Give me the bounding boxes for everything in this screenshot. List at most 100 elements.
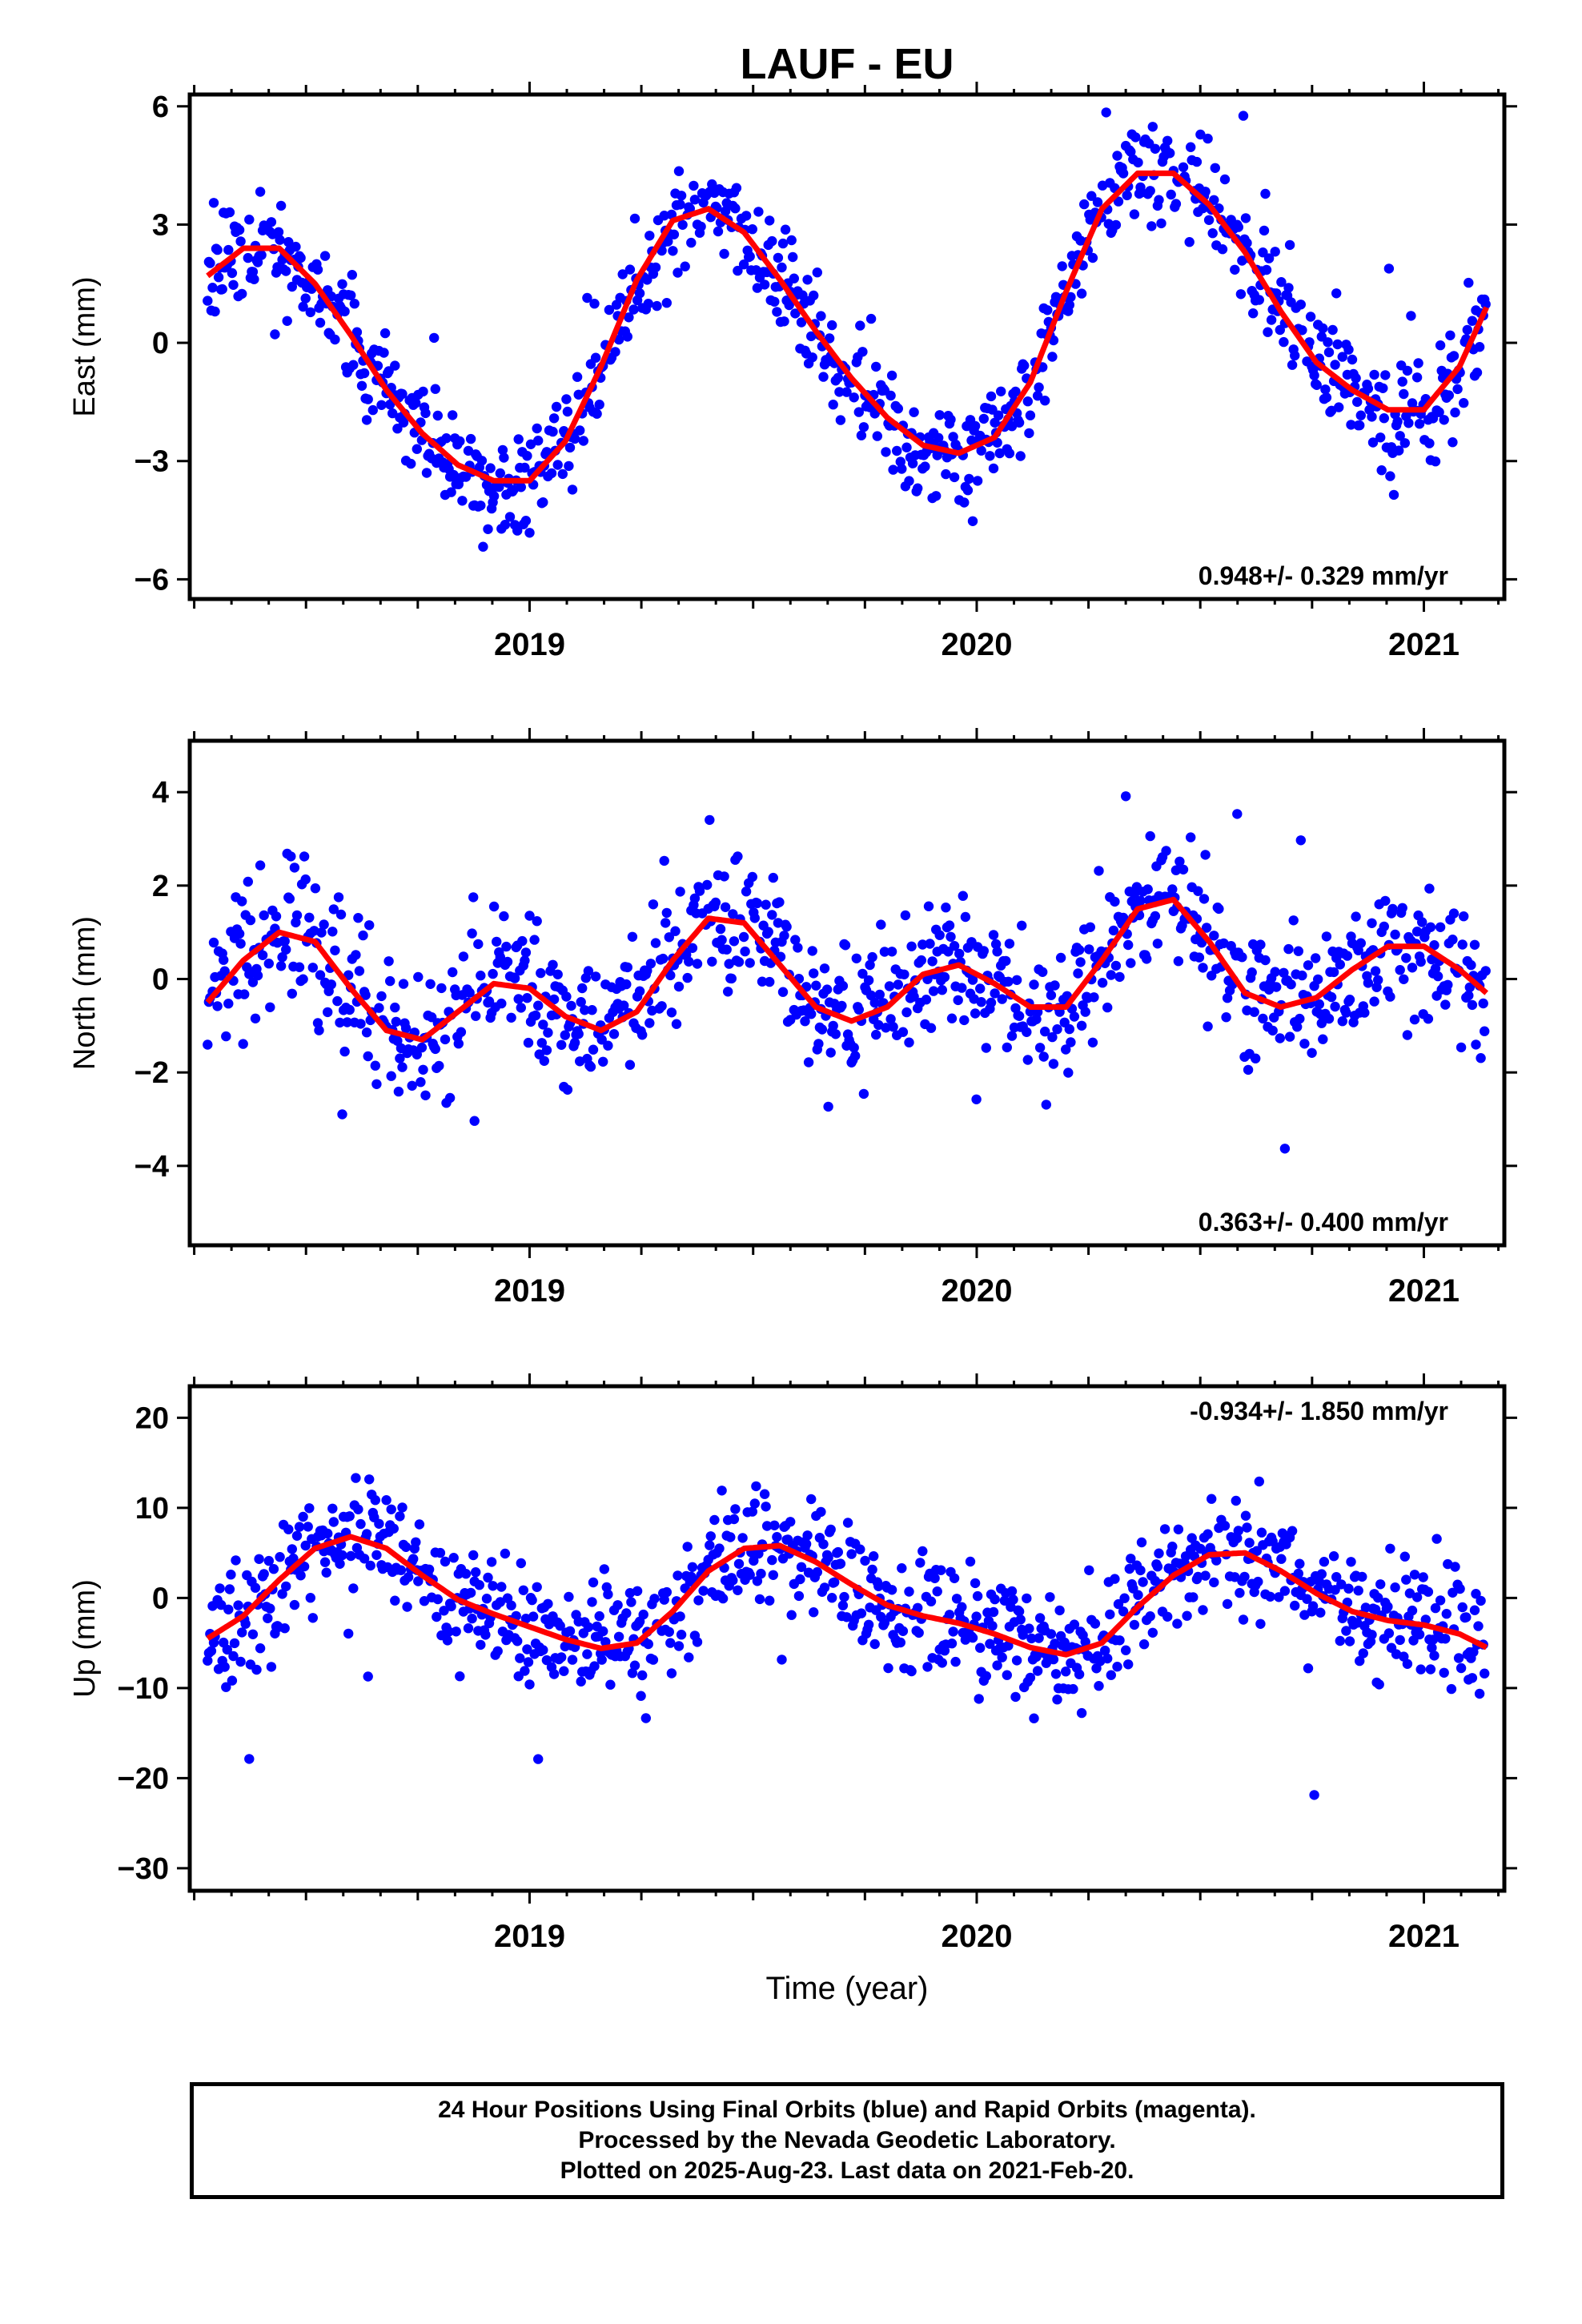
data-point (1369, 996, 1379, 1007)
data-point (500, 520, 511, 530)
xtick-label-east: 2019 (494, 627, 565, 662)
data-point (1480, 299, 1491, 310)
data-point (689, 180, 699, 191)
data-point (396, 1565, 407, 1575)
data-point (1274, 1592, 1284, 1602)
data-point (235, 1656, 246, 1667)
data-point (245, 915, 256, 926)
data-point (937, 1658, 948, 1668)
data-point (1200, 1570, 1211, 1581)
data-point (853, 407, 865, 417)
data-point (978, 946, 990, 956)
data-point (496, 998, 507, 1009)
data-point (1170, 199, 1182, 209)
data-point (934, 410, 945, 420)
data-point (299, 1561, 310, 1572)
data-point (564, 1591, 574, 1602)
data-point (737, 1533, 748, 1543)
data-point (235, 236, 246, 247)
footer-line-1: 24 Hour Positions Using Final Orbits (bl… (438, 2097, 1256, 2123)
data-point (988, 1606, 999, 1618)
data-point (488, 491, 500, 501)
data-point (901, 442, 912, 452)
data-point (899, 969, 909, 980)
data-point (363, 1051, 373, 1062)
data-point (1145, 1611, 1155, 1622)
data-point (1459, 398, 1469, 408)
data-point (666, 209, 677, 220)
data-point (402, 1602, 412, 1612)
data-point (1315, 1607, 1326, 1618)
data-point (598, 1056, 608, 1068)
data-point (582, 292, 592, 304)
data-point (1129, 1619, 1140, 1630)
data-point (1321, 392, 1332, 403)
data-point (926, 1023, 937, 1033)
data-point (275, 1552, 285, 1562)
data-point (926, 1596, 937, 1606)
data-point (390, 1002, 400, 1013)
data-point (219, 966, 230, 976)
data-point (1210, 163, 1221, 173)
data-point (1332, 339, 1343, 350)
data-point (270, 329, 280, 340)
data-point (243, 252, 253, 263)
data-point (392, 424, 403, 434)
data-point (719, 871, 729, 882)
data-point (1200, 850, 1211, 860)
data-point (520, 1666, 530, 1676)
data-point (439, 1606, 449, 1616)
data-point (413, 971, 424, 983)
xtick-label-east: 2021 (1388, 627, 1460, 662)
data-point (289, 862, 300, 873)
data-point (1414, 419, 1425, 429)
data-point (1194, 952, 1205, 963)
data-point (1370, 1604, 1381, 1615)
data-point (818, 372, 829, 382)
data-point (990, 939, 1002, 950)
data-point (451, 1626, 461, 1637)
data-point (1390, 1582, 1400, 1593)
data-point (946, 931, 956, 943)
data-point (1473, 1621, 1484, 1631)
data-point (865, 959, 875, 971)
data-point (351, 1473, 361, 1483)
data-point (1006, 1586, 1018, 1597)
data-point (707, 179, 717, 190)
data-point (1029, 1713, 1039, 1723)
data-point (1275, 1033, 1286, 1043)
data-point (406, 458, 416, 469)
data-point (715, 923, 726, 935)
data-point (312, 264, 323, 275)
panel-east: 6 3 0 −3 −6 2019 2020 2021 East (mm) 0.948+/- 0.3… (68, 82, 1517, 662)
data-point (1453, 1653, 1464, 1663)
data-point (1118, 1606, 1129, 1617)
data-point (326, 979, 336, 990)
data-point (501, 941, 512, 952)
data-point (298, 301, 308, 312)
data-point (564, 442, 576, 453)
data-point (839, 1591, 849, 1602)
data-point (1217, 244, 1228, 255)
data-point (1166, 189, 1176, 200)
y-axis-label-east: East (mm) (68, 276, 102, 416)
data-point (1161, 846, 1171, 856)
data-point (1457, 939, 1468, 950)
data-point (1401, 1574, 1411, 1585)
xtick-label-north: 2021 (1388, 1273, 1460, 1309)
data-point (1369, 369, 1379, 380)
data-point (624, 312, 634, 323)
ytick-label-up: −10 (118, 1672, 169, 1706)
data-point (972, 1590, 983, 1602)
data-point (463, 445, 474, 456)
data-point (346, 1550, 356, 1562)
data-point (504, 512, 516, 522)
data-point (1413, 358, 1423, 368)
data-point (386, 1071, 396, 1081)
data-point (1352, 396, 1363, 408)
data-point (219, 955, 229, 965)
data-point (990, 988, 1000, 999)
data-point (1267, 1025, 1278, 1036)
data-point (638, 1609, 648, 1620)
data-point (1314, 999, 1325, 1010)
